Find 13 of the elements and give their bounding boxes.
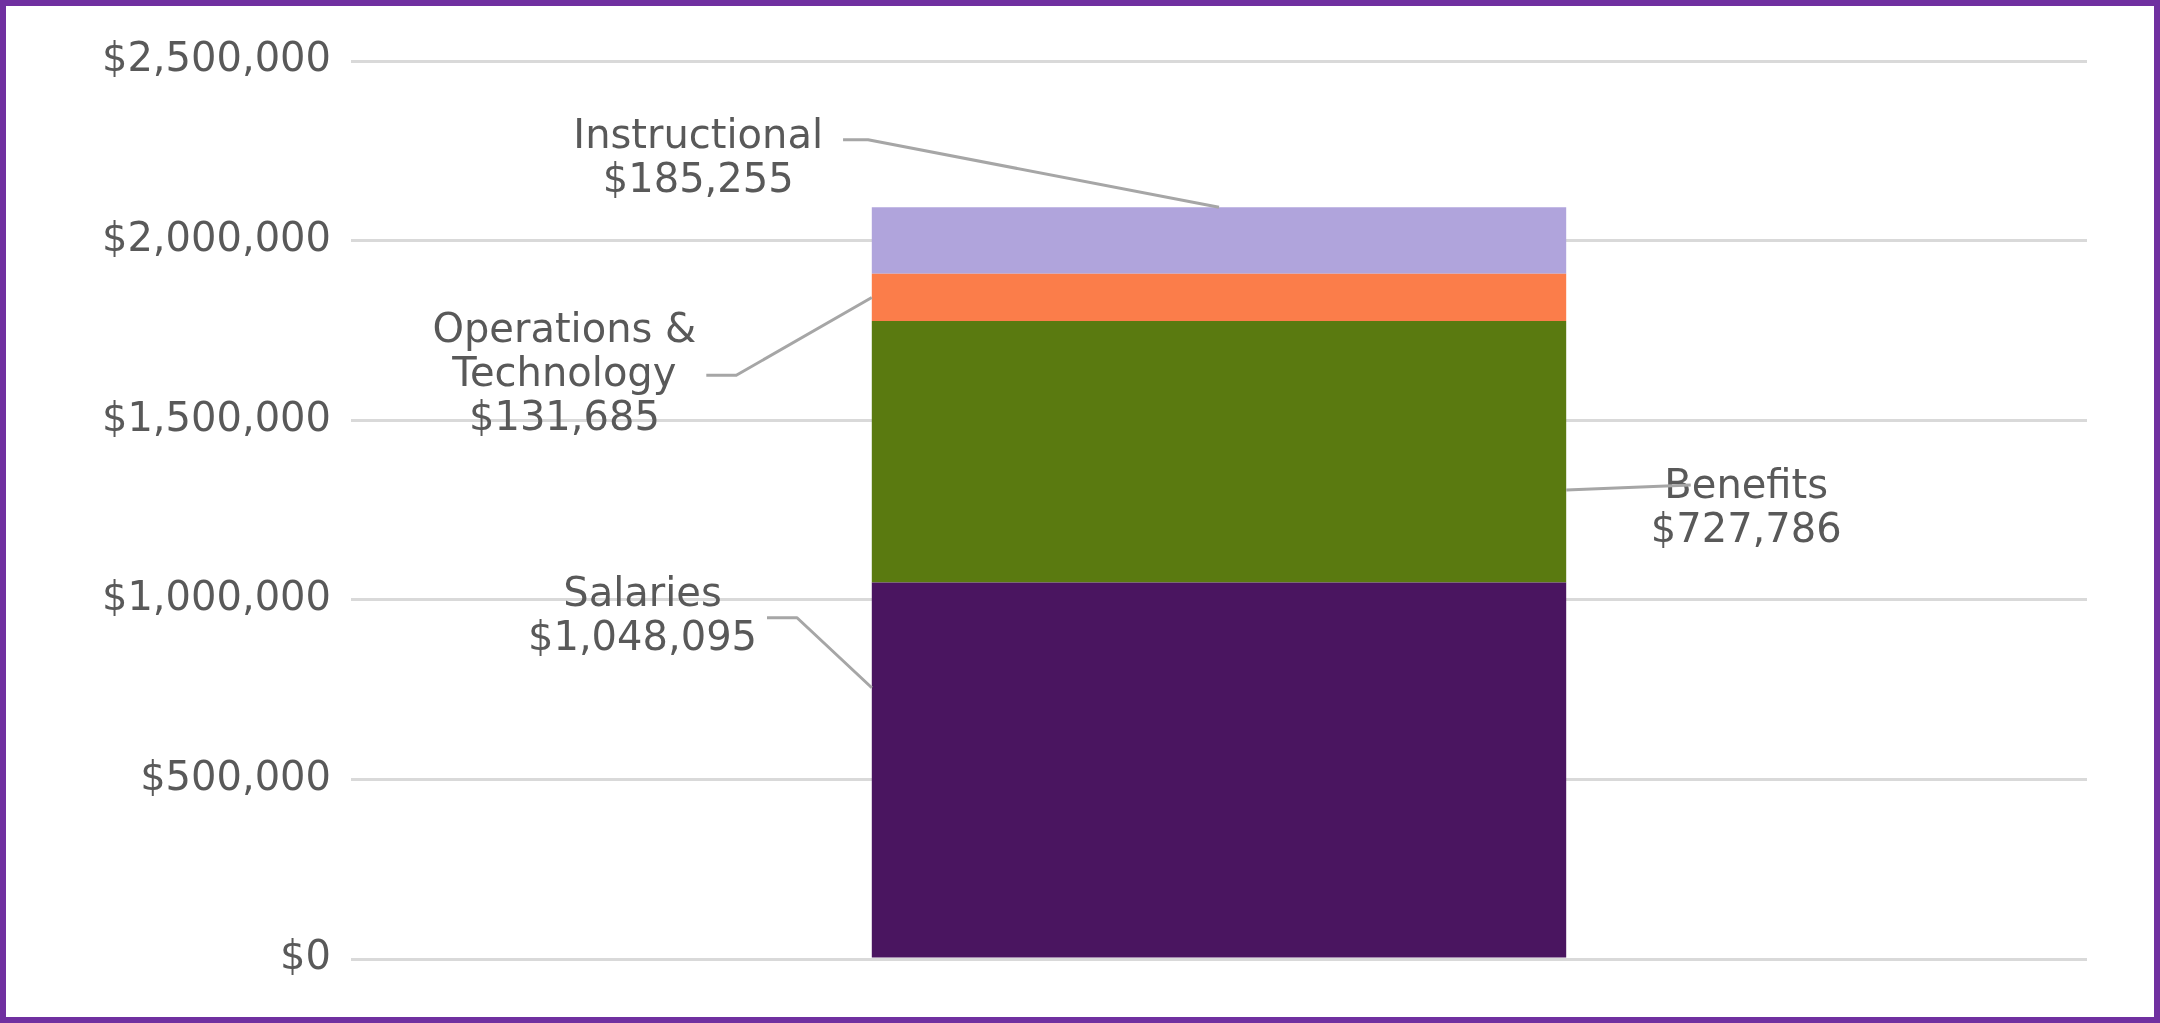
y-tick-label: $500,000 — [140, 752, 331, 799]
text: Salaries — [563, 569, 722, 616]
data-label: $185,255 — [602, 155, 794, 202]
y-tick-label: $2,500,000 — [101, 34, 331, 81]
y-tick-label: $1,500,000 — [101, 393, 331, 440]
series-label: Instructional — [573, 111, 824, 158]
y-tick-label: $2,000,000 — [101, 213, 331, 260]
text: Operations & Technology — [432, 304, 697, 395]
y-tick-label: $1,000,000 — [101, 573, 331, 620]
text: Benefits — [1664, 461, 1829, 508]
data-label: $1,048,095 — [528, 613, 758, 660]
data-label: $727,786 — [1650, 505, 1842, 552]
y-tick-label: $0 — [280, 932, 331, 979]
